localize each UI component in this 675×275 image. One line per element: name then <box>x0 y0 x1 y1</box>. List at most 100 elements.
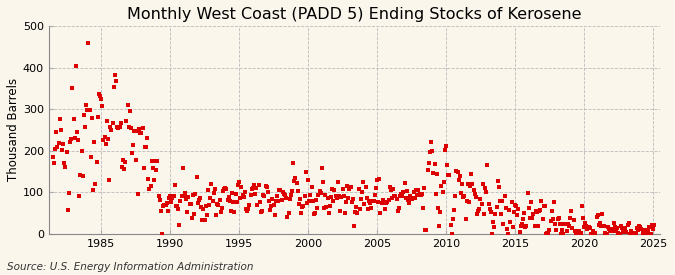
Point <box>533 223 543 228</box>
Point <box>377 197 388 202</box>
Point <box>228 200 239 204</box>
Point <box>435 210 446 214</box>
Point <box>338 194 349 199</box>
Point <box>190 191 200 196</box>
Point <box>596 224 607 228</box>
Point <box>511 204 522 208</box>
Point <box>294 202 304 207</box>
Point <box>600 232 611 236</box>
Point <box>425 150 435 155</box>
Point <box>551 228 562 232</box>
Point <box>142 136 153 140</box>
Point <box>171 204 182 208</box>
Point <box>237 193 248 198</box>
Point <box>109 73 120 77</box>
Point <box>513 207 524 211</box>
Point <box>113 126 124 130</box>
Point <box>354 207 365 211</box>
Point <box>358 179 369 184</box>
Point <box>50 147 61 151</box>
Point <box>182 210 193 215</box>
Point <box>317 166 327 170</box>
Point <box>171 204 182 208</box>
Point <box>258 193 269 197</box>
Point <box>496 212 507 216</box>
Point <box>72 130 82 134</box>
Point <box>534 209 545 213</box>
Point <box>148 177 159 182</box>
Point <box>184 202 195 206</box>
Point <box>399 181 410 185</box>
Point <box>78 174 88 178</box>
Point <box>585 232 596 236</box>
Point <box>389 194 400 199</box>
Point <box>626 229 637 233</box>
Point <box>585 225 595 230</box>
Point <box>454 174 465 178</box>
Point <box>581 224 592 228</box>
Point <box>325 204 335 209</box>
Point <box>351 205 362 209</box>
Point <box>217 188 228 193</box>
Point <box>593 223 604 227</box>
Point <box>491 205 502 209</box>
Point <box>315 191 326 195</box>
Point <box>85 154 96 159</box>
Point <box>282 215 293 219</box>
Point <box>82 108 92 112</box>
Point <box>306 185 317 190</box>
Point <box>166 200 177 204</box>
Point <box>104 178 115 182</box>
Point <box>183 195 194 200</box>
Point <box>536 199 547 203</box>
Point <box>242 209 252 214</box>
Point <box>58 142 69 146</box>
Point <box>274 188 285 192</box>
Point <box>70 64 81 69</box>
Point <box>434 224 445 228</box>
Point <box>458 194 468 199</box>
Point <box>252 202 263 207</box>
Point <box>106 127 117 132</box>
Point <box>385 188 396 192</box>
Point <box>107 121 118 125</box>
Point <box>520 225 531 229</box>
Point <box>406 196 417 201</box>
Point <box>430 192 441 196</box>
Point <box>333 180 344 185</box>
Point <box>215 210 226 214</box>
Point <box>407 196 418 200</box>
Point <box>381 201 392 205</box>
Point <box>335 209 346 213</box>
Point <box>429 161 440 166</box>
Point <box>396 192 406 196</box>
Point <box>524 216 535 221</box>
Point <box>300 170 311 174</box>
Point <box>144 187 155 191</box>
Point <box>452 169 463 174</box>
Point <box>451 169 462 173</box>
Point <box>49 161 59 166</box>
Point <box>616 224 626 229</box>
Point <box>611 229 622 234</box>
Point <box>621 229 632 234</box>
Point <box>349 224 360 228</box>
Point <box>269 213 280 217</box>
Point <box>359 202 370 206</box>
Point <box>576 204 587 208</box>
Point <box>405 194 416 198</box>
Point <box>101 119 112 123</box>
Point <box>212 202 223 207</box>
Point <box>542 231 553 236</box>
Point <box>67 86 78 90</box>
Point <box>266 204 277 208</box>
Point <box>356 197 367 201</box>
Point <box>480 185 491 190</box>
Point <box>598 224 609 228</box>
Point <box>545 218 556 223</box>
Point <box>98 138 109 142</box>
Point <box>213 203 224 207</box>
Point <box>296 211 306 216</box>
Point <box>243 207 254 211</box>
Point <box>312 206 323 210</box>
